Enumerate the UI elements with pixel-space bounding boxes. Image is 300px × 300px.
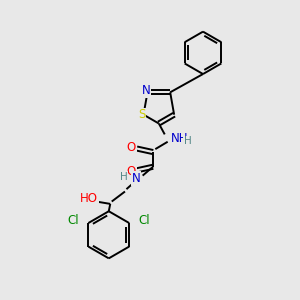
Text: NH: NH [171, 132, 188, 145]
Text: N: N [142, 84, 150, 97]
Text: N: N [132, 172, 140, 185]
Text: Cl: Cl [67, 214, 79, 227]
Text: HO: HO [80, 192, 98, 206]
Text: H: H [184, 136, 192, 146]
Text: Cl: Cl [139, 214, 150, 227]
Text: H: H [120, 172, 127, 182]
Text: O: O [127, 165, 136, 178]
Text: S: S [138, 108, 146, 121]
Text: O: O [127, 141, 136, 154]
